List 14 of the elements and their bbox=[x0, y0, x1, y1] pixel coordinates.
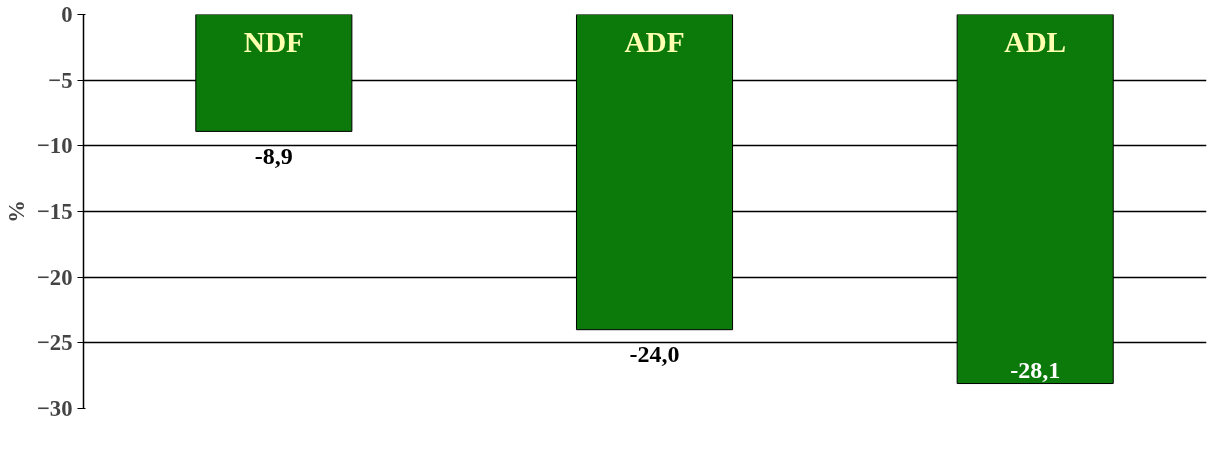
data-label: -24,0 bbox=[629, 341, 680, 368]
y-tick-label: −10 bbox=[36, 133, 73, 159]
x-tick-label: NDF bbox=[243, 26, 304, 59]
y-tick-label: −25 bbox=[36, 330, 73, 356]
y-tick-label: −20 bbox=[36, 264, 73, 290]
y-tick-label: 0 bbox=[61, 2, 73, 27]
x-tick-label: ADF bbox=[624, 26, 685, 59]
y-axis-title: % bbox=[3, 200, 29, 223]
y-tick-label: −30 bbox=[36, 396, 73, 421]
y-tick-label: −5 bbox=[48, 67, 73, 93]
y-tick-label: −15 bbox=[36, 199, 73, 224]
x-tick-label: ADL bbox=[1004, 26, 1067, 59]
data-label: -8,9 bbox=[254, 143, 293, 170]
data-label: -28,1 bbox=[1010, 356, 1061, 383]
